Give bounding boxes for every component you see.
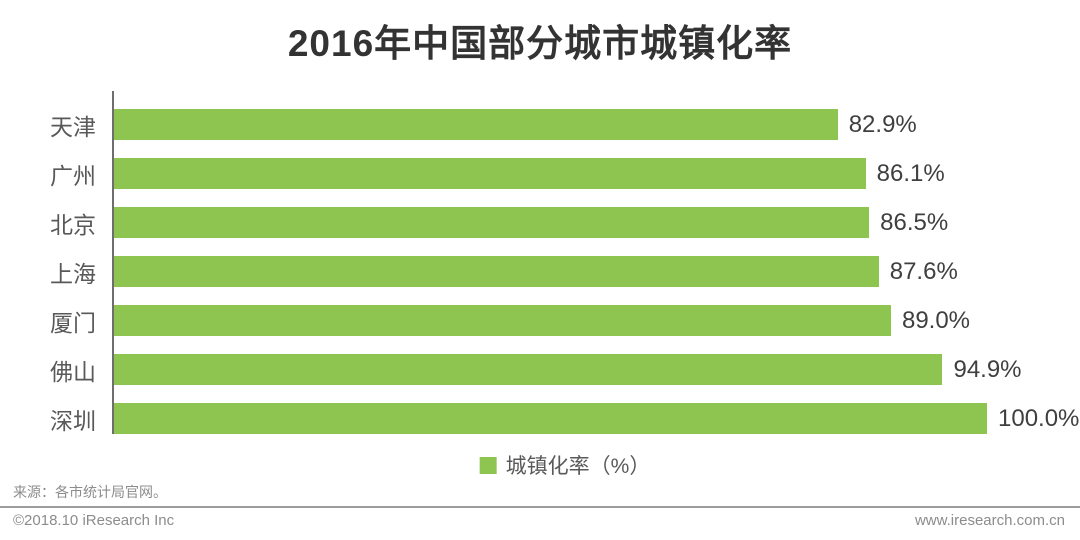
bar: [114, 354, 943, 385]
category-label: 天津: [50, 113, 96, 140]
category-label: 深圳: [50, 407, 96, 434]
website-link[interactable]: www.iresearch.com.cn: [914, 512, 1065, 529]
category-label: 广州: [50, 162, 96, 189]
bar-rows: 天津 82.9% 广州 86.1% 北京 86.5% 上海 87.6% 厦门 8…: [0, 100, 1080, 443]
bar-row: 厦门 89.0%: [0, 296, 1080, 345]
value-label: 100.0%: [998, 404, 1080, 432]
category-label: 佛山: [50, 358, 96, 385]
legend-swatch: [479, 456, 497, 474]
source-note: 来源：各市统计局官网。: [13, 484, 167, 500]
bar: [114, 207, 870, 238]
bar-row: 佛山 94.9%: [0, 345, 1080, 394]
bar: [114, 256, 879, 287]
value-label: 86.1%: [876, 159, 945, 187]
bar: [114, 109, 838, 140]
category-label: 北京: [50, 211, 96, 238]
bar-chart: 天津 82.9% 广州 86.1% 北京 86.5% 上海 87.6% 厦门 8…: [0, 91, 1080, 434]
copyright-text: ©2018.10 iResearch Inc: [13, 512, 175, 529]
bar: [114, 158, 866, 189]
legend-label: 城镇化率（%）: [505, 455, 651, 478]
value-label: 82.9%: [848, 110, 917, 138]
category-label: 厦门: [50, 309, 96, 336]
value-label: 94.9%: [953, 355, 1022, 383]
y-axis-line: [112, 91, 114, 434]
bar: [114, 305, 891, 336]
bar-row: 上海 87.6%: [0, 247, 1080, 296]
bar-row: 广州 86.1%: [0, 149, 1080, 198]
category-label: 上海: [50, 260, 96, 287]
footer: ©2018.10 iResearch Inc www.iresearch.com…: [13, 512, 1065, 529]
bar-row: 北京 86.5%: [0, 198, 1080, 247]
bar-row: 天津 82.9%: [0, 100, 1080, 149]
bar: [114, 403, 987, 434]
value-label: 86.5%: [880, 208, 949, 236]
bar-row: 深圳 100.0%: [0, 394, 1080, 443]
value-label: 89.0%: [901, 306, 971, 334]
chart-title: 2016年中国部分城市城镇化率: [287, 23, 793, 64]
value-label: 87.6%: [889, 257, 958, 285]
footer-divider: [0, 506, 1080, 508]
legend: 城镇化率（%）: [479, 450, 651, 480]
